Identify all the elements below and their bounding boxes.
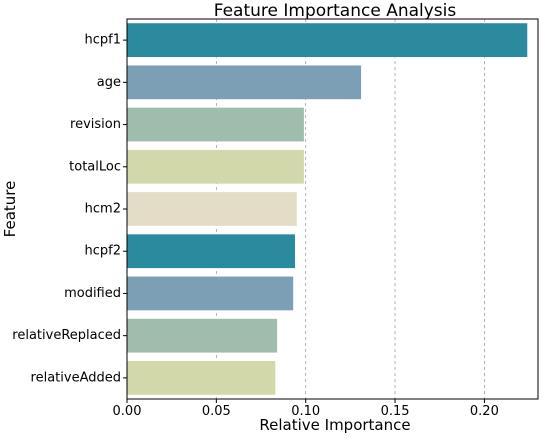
bar-revision	[127, 107, 304, 142]
x-tick-label: 0.00	[113, 404, 142, 419]
chart-title: Feature Importance Analysis	[214, 1, 457, 21]
bar-totalLoc	[127, 149, 304, 184]
y-tick-label: hcm2	[85, 202, 121, 217]
axes-frame	[126, 18, 539, 400]
bar-relativeReplaced	[127, 318, 278, 353]
bar-hcpf2	[127, 234, 295, 269]
y-tick-label: hcpf1	[85, 33, 122, 48]
x-tick-label: 0.15	[381, 404, 410, 419]
x-ticks: 0.00 0.05 0.10 0.15 0.20	[113, 399, 499, 419]
y-tick-label: totalLoc	[69, 159, 121, 174]
y-ticks: hcpf1 age revision totalLoc hcm2 hcpf2 modifie…	[12, 33, 127, 385]
bar-age	[127, 65, 362, 100]
bar-modified	[127, 276, 294, 311]
y-tick-label: relativeAdded	[31, 370, 121, 385]
y-axis-label: Feature	[1, 181, 19, 238]
y-tick-label: age	[97, 75, 121, 90]
bars	[127, 23, 528, 395]
y-tick-label: hcpf2	[85, 244, 122, 259]
bar-hcpf1	[127, 23, 528, 57]
x-tick-label: 0.05	[202, 404, 231, 419]
x-tick-label: 0.10	[291, 404, 320, 419]
y-tick-label: relativeReplaced	[12, 328, 121, 343]
y-tick-label: modified	[64, 286, 121, 301]
y-tick-label: revision	[70, 117, 121, 132]
bar-hcm2	[127, 192, 297, 226]
x-tick-label: 0.20	[470, 404, 499, 419]
bar-relativeAdded	[127, 361, 276, 395]
x-axis-label: Relative Importance	[259, 416, 410, 434]
